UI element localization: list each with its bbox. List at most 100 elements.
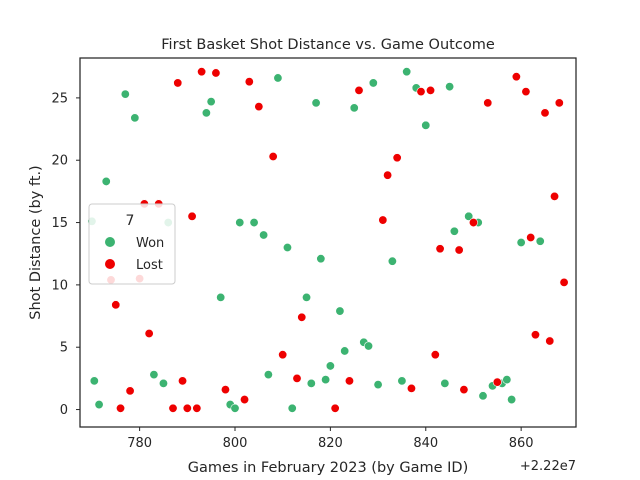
data-point-lost: [111, 300, 121, 310]
data-point-won: [263, 370, 273, 380]
data-point-lost: [454, 245, 464, 255]
data-point-won: [230, 403, 240, 413]
y-tick-label: 0: [60, 403, 68, 418]
data-point-won: [321, 375, 331, 385]
data-point-won: [478, 391, 488, 401]
points-layer: [87, 67, 569, 413]
data-point-lost: [330, 403, 340, 413]
data-point-won: [235, 218, 245, 228]
data-point-won: [368, 78, 378, 88]
data-point-lost: [416, 87, 426, 97]
data-point-won: [306, 378, 316, 388]
data-point-lost: [526, 233, 536, 243]
data-point-lost: [521, 87, 531, 97]
x-tick-label: 860: [509, 436, 534, 451]
data-point-lost: [426, 85, 436, 95]
data-point-lost: [511, 72, 521, 82]
data-point-lost: [297, 312, 307, 322]
data-point-lost: [197, 67, 207, 77]
data-point-won: [94, 400, 104, 410]
data-point-won: [201, 108, 211, 118]
data-point-won: [149, 370, 159, 380]
data-point-lost: [406, 383, 416, 393]
data-point-lost: [125, 386, 135, 396]
data-point-lost: [168, 403, 178, 413]
data-point-lost: [178, 376, 188, 386]
data-point-lost: [278, 350, 288, 360]
data-point-won: [373, 380, 383, 390]
data-point-won: [249, 218, 259, 228]
data-point-won: [421, 120, 431, 130]
y-tick-label: 5: [60, 341, 68, 356]
data-point-lost: [545, 336, 555, 346]
data-point-lost: [292, 373, 302, 383]
data-point-won: [387, 256, 397, 266]
data-point-won: [402, 67, 412, 77]
x-tick-label: 840: [413, 436, 438, 451]
data-point-won: [364, 341, 374, 351]
data-point-won: [340, 346, 350, 356]
data-point-won: [349, 103, 359, 113]
data-point-lost: [468, 218, 478, 228]
data-point-lost: [268, 151, 278, 161]
y-tick-label: 15: [51, 216, 68, 231]
data-point-won: [335, 306, 345, 316]
data-point-won: [464, 211, 474, 221]
data-point-lost: [187, 211, 197, 221]
data-point-won: [397, 376, 407, 386]
data-point-lost: [244, 77, 254, 87]
data-point-lost: [220, 385, 230, 395]
data-point-lost: [378, 215, 388, 225]
data-point-lost: [211, 68, 221, 78]
data-point-won: [216, 292, 226, 302]
y-tick-label: 20: [51, 154, 68, 169]
data-point-lost: [540, 108, 550, 118]
data-point-won: [89, 376, 99, 386]
data-point-lost: [554, 98, 564, 108]
chart-title: First Basket Shot Distance vs. Game Outc…: [161, 37, 495, 53]
y-tick-label: 25: [51, 91, 68, 106]
data-point-lost: [383, 170, 393, 180]
data-point-won: [259, 230, 269, 240]
data-point-lost: [559, 277, 569, 287]
data-point-won: [273, 73, 283, 83]
data-point-won: [535, 236, 545, 246]
data-point-won: [311, 98, 321, 108]
data-point-lost: [144, 328, 154, 338]
x-axis-label: Games in February 2023 (by Game ID): [188, 460, 468, 476]
data-point-won: [130, 113, 140, 123]
x-tick-label: 820: [318, 436, 343, 451]
data-point-lost: [392, 153, 402, 163]
data-point-lost: [182, 403, 192, 413]
x-ticks: 780 800 820 840 860: [127, 427, 534, 451]
legend-marker-won: [105, 237, 115, 247]
legend: 7 Won Lost: [88, 203, 176, 285]
data-point-lost: [344, 376, 354, 386]
data-point-won: [516, 238, 526, 248]
data-point-won: [325, 361, 335, 371]
data-point-lost: [435, 244, 445, 254]
data-point-lost: [550, 191, 560, 201]
data-point-won: [440, 378, 450, 388]
data-point-won: [445, 82, 455, 92]
data-point-lost: [116, 403, 126, 413]
data-point-won: [120, 89, 130, 99]
data-point-lost: [430, 350, 440, 360]
legend-label-lost: Lost: [136, 258, 163, 273]
series-lost: [106, 67, 569, 413]
data-point-lost: [240, 395, 250, 405]
data-point-lost: [530, 330, 540, 340]
data-point-won: [101, 176, 111, 186]
legend-label-won: Won: [136, 236, 164, 251]
data-point-won: [502, 375, 512, 385]
data-point-won: [507, 395, 517, 405]
data-point-won: [302, 292, 312, 302]
data-point-won: [287, 403, 297, 413]
legend-marker-lost: [105, 259, 115, 269]
legend-title: 7: [126, 213, 135, 229]
x-offset-label: +2.22e7: [520, 459, 576, 474]
data-point-won: [316, 254, 326, 264]
x-tick-label: 780: [127, 436, 152, 451]
data-point-lost: [459, 385, 469, 395]
